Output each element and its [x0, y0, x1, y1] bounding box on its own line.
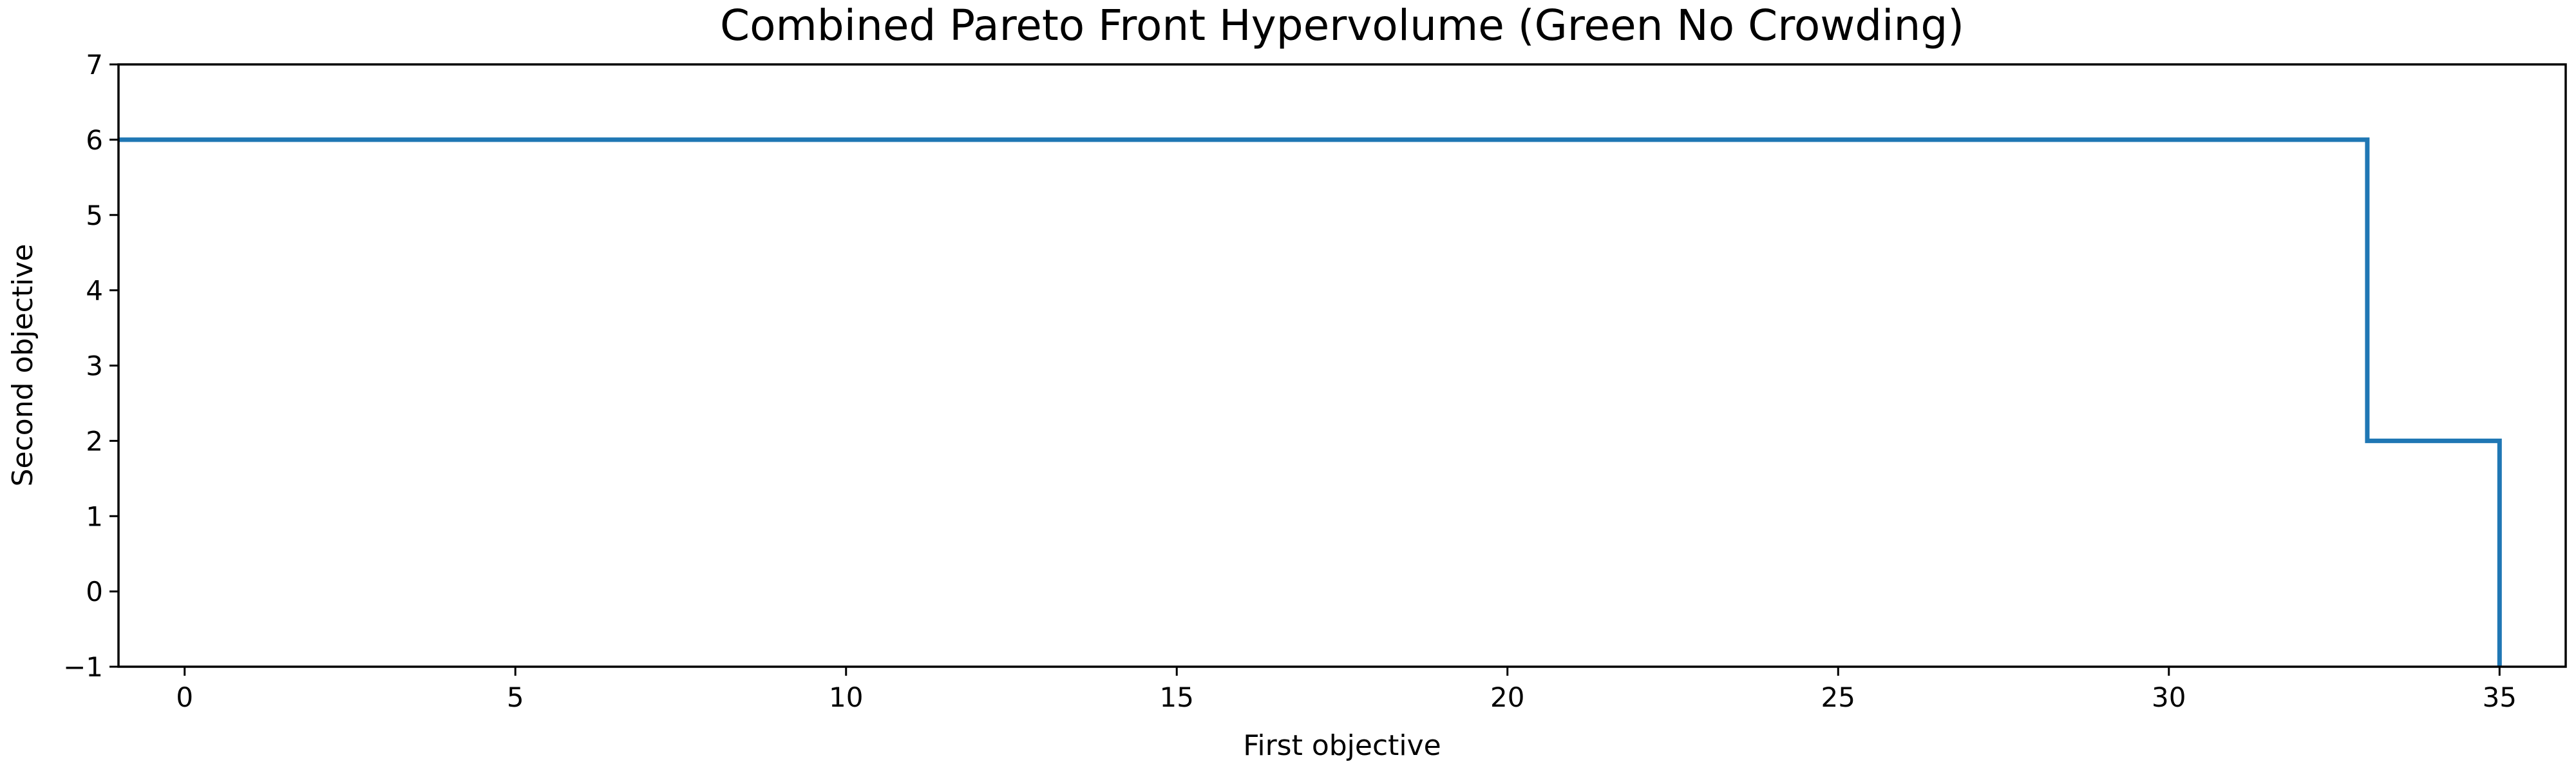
y-tick-label: 4	[86, 275, 103, 307]
x-axis-label: First objective	[1243, 729, 1441, 762]
y-axis-label: Second objective	[6, 244, 39, 487]
y-tick-label: 0	[86, 576, 103, 607]
y-tick-label: 1	[86, 501, 103, 532]
y-tick-label: 3	[86, 350, 103, 382]
x-tick-label: 35	[2483, 682, 2517, 713]
series-line-0	[118, 137, 2502, 667]
x-axis-ticks: 0 5 10 15 20 25 30 35	[176, 667, 2517, 713]
x-tick-label: 25	[1821, 682, 1855, 713]
x-tick-label: 15	[1160, 682, 1194, 713]
plot-frame	[117, 63, 2567, 668]
y-axis-ticks: −1 0 1 2 3 4 5 6 7	[63, 49, 118, 683]
y-tick-label: 6	[86, 124, 103, 156]
x-tick-label: 20	[1490, 682, 1524, 713]
x-tick-label: 10	[829, 682, 863, 713]
series-layer	[118, 137, 2502, 667]
y-tick-label: 7	[86, 49, 103, 81]
y-tick-label: 2	[86, 425, 103, 457]
x-tick-label: 5	[507, 682, 524, 713]
x-tick-label: 30	[2152, 682, 2186, 713]
x-tick-label: 0	[176, 682, 193, 713]
chart-title: Combined Pareto Front Hypervolume (Green…	[720, 1, 1964, 50]
y-tick-label: 5	[86, 200, 103, 231]
y-tick-label: −1	[63, 651, 103, 683]
